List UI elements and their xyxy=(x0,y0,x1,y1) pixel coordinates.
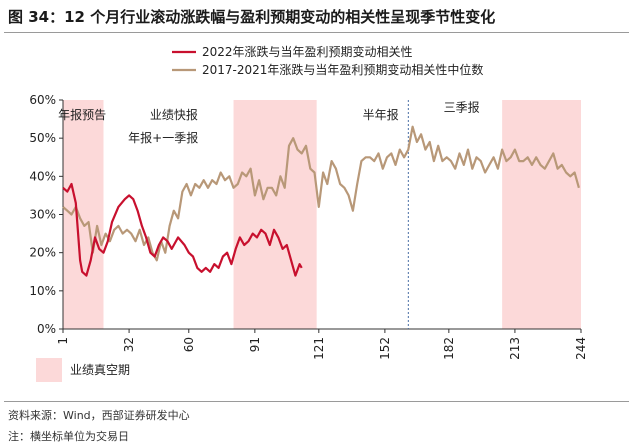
annotation-4: 半年报 xyxy=(363,107,399,122)
x-tick-label: 60 xyxy=(182,337,196,352)
chart-axes: 0% 10% 20% 30% 40% 50% 60% 1 32 60 91 121 152 182 213 2… xyxy=(29,93,588,360)
x-tick-label: 32 xyxy=(122,337,136,352)
vacuum-period-band-3 xyxy=(502,100,581,329)
x-tick-label: 91 xyxy=(248,337,262,352)
annotation-3: 年报+一季报 xyxy=(128,130,198,145)
source-note: 资料来源：Wind，西部证券研发中心 xyxy=(8,409,190,422)
annotation-2: 业绩快报 xyxy=(150,107,198,122)
axis-note: 注：横坐标单位为交易日 xyxy=(8,430,129,443)
series-2017-2021-median-line xyxy=(62,125,580,262)
chart-legend: 2022年涨跌与当年盈利预期变动相关性 2017-2021年涨跌与当年盈利预期变动… xyxy=(36,44,483,382)
vacuum-period-band-1 xyxy=(63,100,104,329)
y-tick-label: 60% xyxy=(29,93,56,107)
vacuum-period-shading xyxy=(63,100,581,329)
x-tick-label: 182 xyxy=(442,337,456,360)
y-tick-label: 0% xyxy=(37,322,56,336)
annotation-5: 三季报 xyxy=(444,99,480,114)
y-tick-label: 40% xyxy=(29,169,56,183)
series-lines xyxy=(62,125,580,277)
y-tick-label: 10% xyxy=(29,284,56,298)
y-tick-label: 20% xyxy=(29,246,56,260)
y-tick-label: 30% xyxy=(29,208,56,222)
legend-shade-label: 业绩真空期 xyxy=(70,363,130,377)
correlation-line-chart: 0% 10% 20% 30% 40% 50% 60% 1 32 60 91 121 152 182 213 2… xyxy=(29,44,588,382)
legend-2017-2021-label: 2017-2021年涨跌与当年盈利预期变动相关性中位数 xyxy=(202,62,483,77)
footer-divider xyxy=(4,401,629,402)
figure-title: 图 34：12 个月行业滚动涨跌幅与盈利预期变动的相关性呈现季节性变化 xyxy=(8,8,496,26)
series-2022-line xyxy=(62,182,303,277)
legend-shade-swatch xyxy=(36,358,62,382)
x-tick-label: 1 xyxy=(56,337,70,345)
x-tick-label: 213 xyxy=(508,337,522,360)
title-divider xyxy=(4,32,629,33)
legend-2022-label: 2022年涨跌与当年盈利预期变动相关性 xyxy=(202,44,413,59)
x-tick-label: 244 xyxy=(574,337,588,360)
y-tick-label: 50% xyxy=(29,131,56,145)
vacuum-period-band-2 xyxy=(233,100,317,329)
x-tick-label: 152 xyxy=(378,337,392,360)
x-tick-label: 121 xyxy=(312,337,326,360)
annotation-1: 年报预告 xyxy=(58,107,106,122)
